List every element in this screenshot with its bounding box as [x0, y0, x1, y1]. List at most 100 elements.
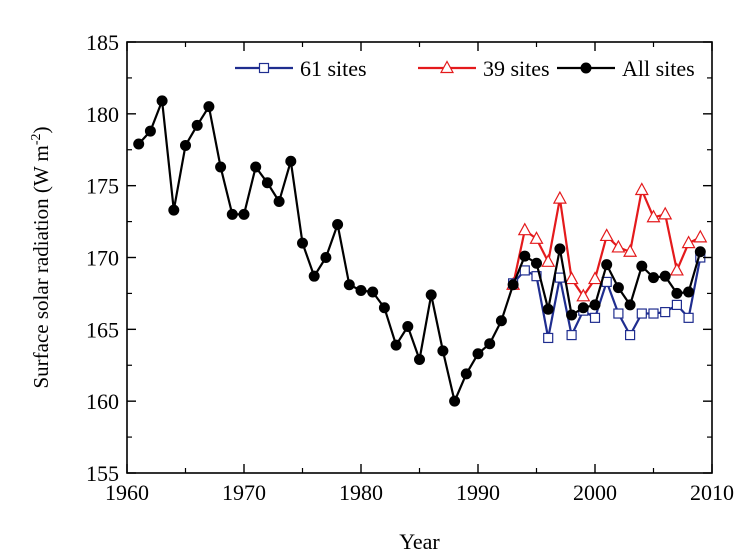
- y-axis-label-close: ): [29, 126, 53, 133]
- data-point-all-sites: [215, 161, 227, 173]
- data-point-61-sites: [519, 265, 530, 276]
- data-point-61-sites: [554, 272, 566, 283]
- data-point-61-sites: [613, 308, 624, 319]
- data-point-all-sites: [566, 309, 578, 321]
- data-point-39-sites: [576, 288, 591, 302]
- data-point-39-sites: [529, 231, 544, 244]
- data-point-39-sites: [646, 209, 661, 223]
- legend-swatch-marker: [580, 62, 592, 74]
- data-point-all-sites: [332, 218, 344, 230]
- legend-label-39-sites: 39 sites: [483, 56, 550, 81]
- data-point-all-sites: [144, 125, 156, 137]
- data-point-all-sites: [343, 279, 355, 291]
- x-tick-label: 2010: [690, 480, 734, 505]
- y-tick-label: 185: [86, 30, 119, 55]
- data-point-all-sites: [519, 250, 531, 262]
- series-all-sites: [133, 95, 706, 407]
- data-point-all-sites: [297, 237, 308, 249]
- data-point-all-sites: [133, 138, 145, 150]
- data-point-39-sites: [693, 229, 708, 243]
- x-tick-label: 1980: [339, 480, 383, 505]
- data-point-61-sites: [566, 329, 577, 341]
- data-point-all-sites: [554, 243, 566, 255]
- data-point-61-sites: [531, 271, 542, 282]
- legend-label-all-sites: All sites: [622, 56, 695, 81]
- legend-item-39-sites: 39 sites: [418, 56, 550, 81]
- legend-label-61-sites: 61 sites: [300, 56, 367, 81]
- data-point-61-sites: [636, 308, 647, 319]
- data-point-all-sites: [156, 95, 168, 107]
- x-axis-label: Year: [399, 529, 440, 554]
- data-point-61-sites: [543, 332, 554, 344]
- data-point-all-sites: [648, 272, 659, 284]
- data-point-all-sites: [484, 338, 496, 350]
- y-tick-label: 165: [86, 317, 119, 342]
- data-point-all-sites: [261, 177, 273, 189]
- data-point-all-sites: [191, 119, 203, 131]
- data-point-all-sites: [367, 286, 379, 298]
- data-point-39-sites: [611, 239, 626, 253]
- data-point-all-sites: [378, 302, 390, 314]
- data-point-all-sites: [460, 368, 472, 380]
- x-tick-label: 2000: [573, 480, 617, 505]
- data-point-39-sites: [552, 190, 567, 204]
- data-point-all-sites: [612, 282, 624, 294]
- data-point-39-sites: [587, 271, 603, 285]
- y-tick-label: 170: [86, 246, 119, 271]
- legend-item-61-sites: 61 sites: [235, 56, 367, 81]
- y-axis-label: Surface solar radiation (W m-2): [29, 126, 53, 388]
- data-point-all-sites: [589, 299, 601, 311]
- data-point-61-sites: [660, 306, 671, 318]
- data-point-all-sites: [308, 270, 320, 282]
- data-point-61-sites: [683, 312, 694, 323]
- data-point-all-sites: [285, 155, 297, 167]
- data-point-61-sites: [648, 308, 659, 319]
- data-point-all-sites: [355, 285, 367, 297]
- data-point-all-sites: [273, 195, 285, 207]
- data-point-39-sites: [658, 206, 673, 220]
- data-point-all-sites: [472, 348, 484, 360]
- data-point-39-sites: [517, 222, 532, 236]
- legend-swatch-marker: [439, 60, 455, 74]
- x-tick-label: 1970: [222, 480, 266, 505]
- y-axis-label-superscript: -2: [29, 133, 44, 145]
- series-61-sites: [508, 252, 706, 344]
- data-point-all-sites: [507, 279, 519, 291]
- axes-layer: 1960 1970 1980 1990 2000 2010 155 160 165 170 175 1…: [86, 30, 734, 505]
- data-point-39-sites: [681, 235, 696, 249]
- legend: 61 sites 39 sites All sites: [235, 56, 695, 81]
- y-tick-label: 155: [86, 461, 119, 486]
- data-point-all-sites: [531, 257, 542, 269]
- data-point-39-sites: [669, 262, 684, 276]
- y-tick-label: 160: [86, 389, 119, 414]
- y-tick-label: 180: [86, 102, 119, 127]
- x-tick-label: 1990: [456, 480, 500, 505]
- data-point-61-sites: [589, 312, 601, 323]
- data-point-all-sites: [694, 246, 706, 258]
- data-point-all-sites: [449, 395, 461, 407]
- data-point-all-sites: [577, 302, 589, 314]
- y-axis-label-main: Surface solar radiation (W m: [29, 145, 53, 388]
- data-point-all-sites: [683, 286, 695, 298]
- data-point-all-sites: [495, 315, 507, 327]
- data-point-all-sites: [437, 345, 449, 357]
- data-point-all-sites: [226, 208, 238, 220]
- data-point-all-sites: [250, 161, 262, 173]
- data-point-all-sites: [425, 289, 437, 301]
- data-point-39-sites: [541, 254, 556, 267]
- data-point-all-sites: [168, 204, 180, 216]
- data-point-61-sites: [671, 299, 683, 311]
- data-point-all-sites: [671, 287, 683, 299]
- data-point-all-sites: [601, 259, 613, 271]
- data-point-all-sites: [636, 260, 648, 272]
- data-point-all-sites: [402, 320, 414, 332]
- data-point-all-sites: [390, 339, 402, 351]
- data-point-all-sites: [203, 101, 215, 113]
- series-39-sites: [506, 182, 708, 302]
- legend-item-all-sites: All sites: [557, 56, 695, 81]
- data-point-all-sites: [542, 303, 554, 315]
- data-point-39-sites: [564, 271, 579, 285]
- data-point-all-sites: [624, 299, 636, 311]
- data-point-61-sites: [624, 329, 636, 341]
